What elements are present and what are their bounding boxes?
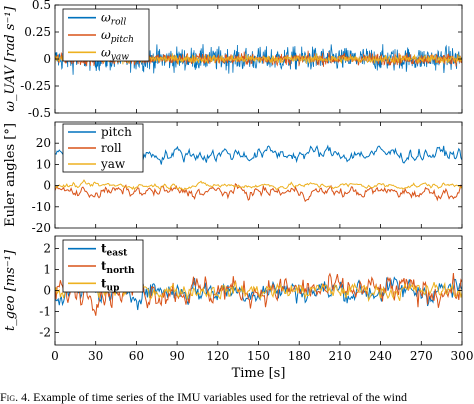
series-line-2-2 (55, 183, 462, 203)
legend-entry-label: ωyaw (101, 45, 129, 62)
figure-caption: Fig. 4. Example of time series of the IM… (0, 390, 474, 404)
y-tick-label: -10 (32, 200, 51, 214)
legend: pitch roll yaw (62, 123, 144, 173)
legend-entry-label: ωpitch (101, 28, 134, 45)
legend-entry-label: tnorth (101, 259, 135, 276)
chart-panel-2: 20 10 0 -10 -20 Euler angles [°] pitch roll yaw (3, 121, 463, 235)
series-line-2-3 (55, 179, 462, 191)
legend-entry-label: pitch (101, 125, 132, 139)
y-tick-label: -2 (39, 325, 51, 339)
x-tick-label: 30 (88, 349, 103, 363)
chart-panel-3: 210-1-20 30 60 90 120 150 180 210 240 270 300t_geo… (3, 235, 474, 381)
y-axis-label: t_geo [ms⁻¹] (3, 249, 18, 331)
x-tick-label: 210 (328, 349, 351, 363)
x-tick-label: 60 (129, 349, 144, 363)
x-tick-label: 120 (206, 349, 229, 363)
y-tick-label: 2 (43, 242, 51, 256)
legend-entry-label: yaw (100, 157, 126, 171)
y-tick-label: 0.25 (24, 25, 51, 39)
legend-entry-label: ωroll (101, 11, 126, 28)
y-tick-label: -0.5 (28, 106, 51, 120)
y-axis-label: ω_UAV [rad s⁻¹] (3, 5, 18, 111)
x-tick-label: 270 (410, 349, 433, 363)
x-tick-label: 240 (369, 349, 392, 363)
x-tick-label: 90 (169, 349, 184, 363)
x-axis-label: Time [s] (232, 366, 286, 381)
y-tick-label: 1 (43, 263, 51, 277)
y-tick-label: 0 (43, 179, 51, 193)
y-axis-label: Euler angles [°] (3, 123, 18, 227)
y-tick-label: 0 (43, 284, 51, 298)
x-tick-label: 150 (247, 349, 270, 363)
series-line-1-3 (55, 53, 462, 65)
y-tick-label: 0 (43, 52, 51, 66)
x-tick-label: 0 (51, 349, 59, 363)
y-tick-label: 10 (36, 157, 51, 171)
chart-panel-1: 0.5 0.25 0 -0.25 -0.5 ω_UAV [rad s⁻¹] ωrollωpi… (3, 0, 463, 120)
legend-entry-label: roll (101, 141, 122, 155)
y-tick-label: -0.25 (20, 79, 51, 93)
legend-entry-label: tup (101, 276, 119, 293)
caption-text: Example of time series of the IMU variab… (33, 390, 407, 404)
y-tick-label: -1 (39, 304, 51, 318)
legend-entry-label: teast (101, 242, 128, 259)
y-tick-label: -20 (32, 221, 51, 235)
y-tick-label: 20 (36, 136, 51, 150)
caption-label: Fig. 4. (0, 390, 31, 404)
x-tick-label: 300 (451, 349, 474, 363)
x-tick-label: 180 (288, 349, 311, 363)
y-tick-label: 0.5 (32, 0, 51, 12)
